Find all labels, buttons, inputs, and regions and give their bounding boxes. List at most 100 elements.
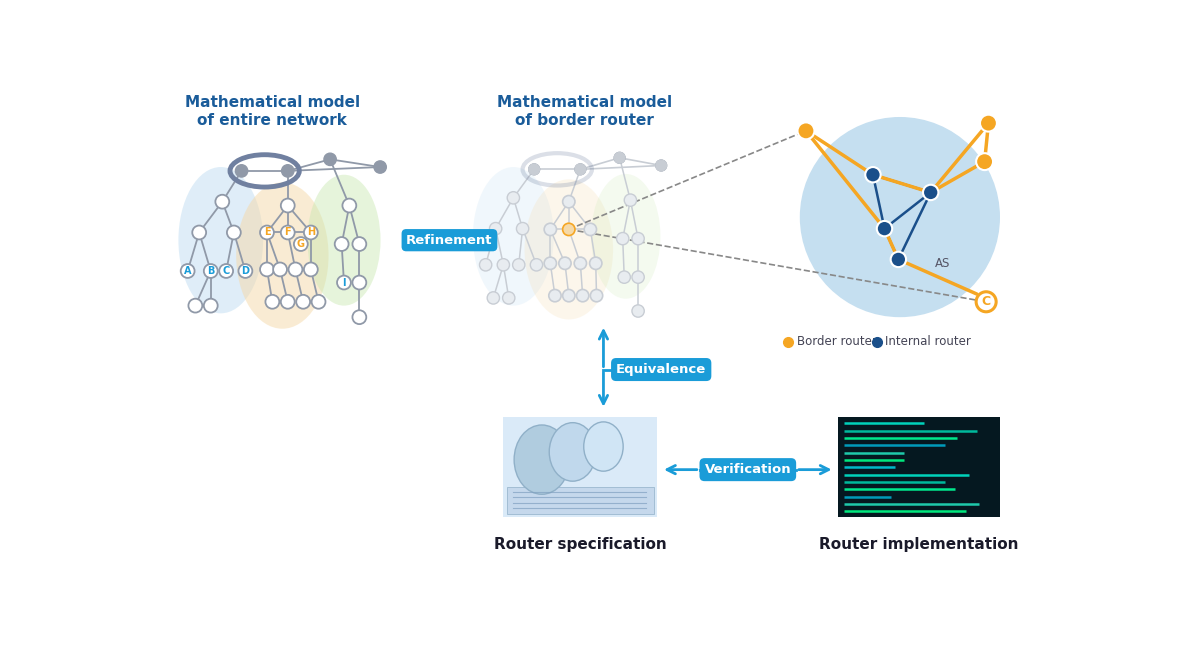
Ellipse shape bbox=[583, 422, 623, 471]
Circle shape bbox=[490, 222, 502, 235]
Circle shape bbox=[544, 223, 557, 235]
Circle shape bbox=[618, 271, 630, 283]
Circle shape bbox=[614, 152, 625, 164]
Circle shape bbox=[865, 167, 881, 182]
Circle shape bbox=[548, 290, 562, 301]
Circle shape bbox=[480, 259, 492, 271]
Circle shape bbox=[877, 221, 893, 236]
Circle shape bbox=[890, 252, 906, 267]
Text: Equivalence: Equivalence bbox=[616, 363, 707, 376]
Text: C: C bbox=[982, 295, 991, 308]
Ellipse shape bbox=[514, 425, 570, 494]
Circle shape bbox=[512, 259, 524, 271]
Text: G: G bbox=[296, 239, 305, 249]
Text: AS: AS bbox=[935, 257, 950, 270]
Circle shape bbox=[353, 310, 366, 324]
Text: H: H bbox=[307, 228, 314, 237]
Circle shape bbox=[563, 290, 575, 301]
Circle shape bbox=[798, 122, 815, 139]
Circle shape bbox=[508, 192, 520, 204]
Circle shape bbox=[353, 237, 366, 251]
Circle shape bbox=[342, 199, 356, 213]
Text: D: D bbox=[241, 266, 250, 276]
Circle shape bbox=[335, 237, 348, 251]
Circle shape bbox=[265, 295, 280, 309]
Circle shape bbox=[374, 161, 386, 173]
Ellipse shape bbox=[550, 422, 596, 481]
Circle shape bbox=[497, 259, 510, 271]
Circle shape bbox=[281, 226, 295, 239]
Circle shape bbox=[529, 164, 540, 175]
Circle shape bbox=[281, 199, 295, 213]
Ellipse shape bbox=[524, 179, 613, 320]
Circle shape bbox=[220, 264, 233, 278]
Circle shape bbox=[656, 160, 666, 171]
Circle shape bbox=[575, 164, 586, 175]
Circle shape bbox=[976, 292, 996, 312]
Circle shape bbox=[576, 290, 589, 301]
Circle shape bbox=[584, 223, 596, 235]
FancyBboxPatch shape bbox=[508, 487, 654, 513]
Circle shape bbox=[324, 153, 336, 165]
Ellipse shape bbox=[592, 174, 660, 299]
Circle shape bbox=[282, 165, 294, 177]
Circle shape bbox=[976, 153, 994, 170]
FancyBboxPatch shape bbox=[839, 417, 1000, 517]
Circle shape bbox=[590, 290, 602, 301]
Circle shape bbox=[353, 275, 366, 290]
Text: Router implementation: Router implementation bbox=[820, 537, 1019, 551]
Circle shape bbox=[312, 295, 325, 309]
Circle shape bbox=[288, 262, 302, 277]
Circle shape bbox=[239, 264, 252, 278]
Circle shape bbox=[624, 194, 636, 206]
Text: Mathematical model
of border router: Mathematical model of border router bbox=[497, 95, 672, 128]
Circle shape bbox=[215, 195, 229, 209]
Text: Internal router: Internal router bbox=[886, 336, 971, 349]
FancyBboxPatch shape bbox=[503, 417, 658, 517]
Ellipse shape bbox=[473, 167, 553, 305]
Text: Border router: Border router bbox=[797, 336, 876, 349]
Circle shape bbox=[281, 295, 295, 309]
Circle shape bbox=[204, 264, 217, 278]
Text: E: E bbox=[264, 228, 270, 237]
Circle shape bbox=[294, 237, 307, 251]
Circle shape bbox=[563, 196, 575, 208]
Circle shape bbox=[563, 223, 575, 235]
Text: B: B bbox=[208, 266, 215, 276]
Text: F: F bbox=[284, 228, 292, 237]
Circle shape bbox=[188, 299, 203, 313]
Circle shape bbox=[235, 165, 247, 177]
Text: A: A bbox=[184, 266, 192, 276]
Ellipse shape bbox=[307, 175, 380, 305]
Circle shape bbox=[980, 114, 997, 131]
Text: I: I bbox=[342, 277, 346, 288]
Circle shape bbox=[632, 271, 644, 283]
Circle shape bbox=[530, 259, 542, 271]
Circle shape bbox=[614, 152, 625, 164]
Text: Mathematical model
of entire network: Mathematical model of entire network bbox=[185, 95, 360, 128]
Circle shape bbox=[544, 257, 557, 269]
Circle shape bbox=[260, 226, 274, 239]
Circle shape bbox=[304, 262, 318, 277]
Circle shape bbox=[337, 275, 350, 290]
Ellipse shape bbox=[179, 167, 263, 313]
Circle shape bbox=[192, 226, 206, 239]
Circle shape bbox=[487, 292, 499, 304]
Text: Refinement: Refinement bbox=[406, 233, 493, 247]
Circle shape bbox=[799, 117, 1000, 317]
Ellipse shape bbox=[236, 182, 329, 329]
Text: C: C bbox=[222, 266, 229, 276]
Circle shape bbox=[296, 295, 310, 309]
Circle shape bbox=[304, 226, 318, 239]
Circle shape bbox=[589, 257, 602, 269]
Circle shape bbox=[260, 262, 274, 277]
Circle shape bbox=[656, 160, 666, 171]
Circle shape bbox=[632, 305, 644, 317]
Circle shape bbox=[923, 184, 938, 200]
Circle shape bbox=[181, 264, 194, 278]
Circle shape bbox=[227, 226, 241, 239]
Circle shape bbox=[574, 257, 587, 269]
Circle shape bbox=[632, 232, 644, 245]
Circle shape bbox=[204, 299, 217, 313]
Circle shape bbox=[559, 257, 571, 269]
